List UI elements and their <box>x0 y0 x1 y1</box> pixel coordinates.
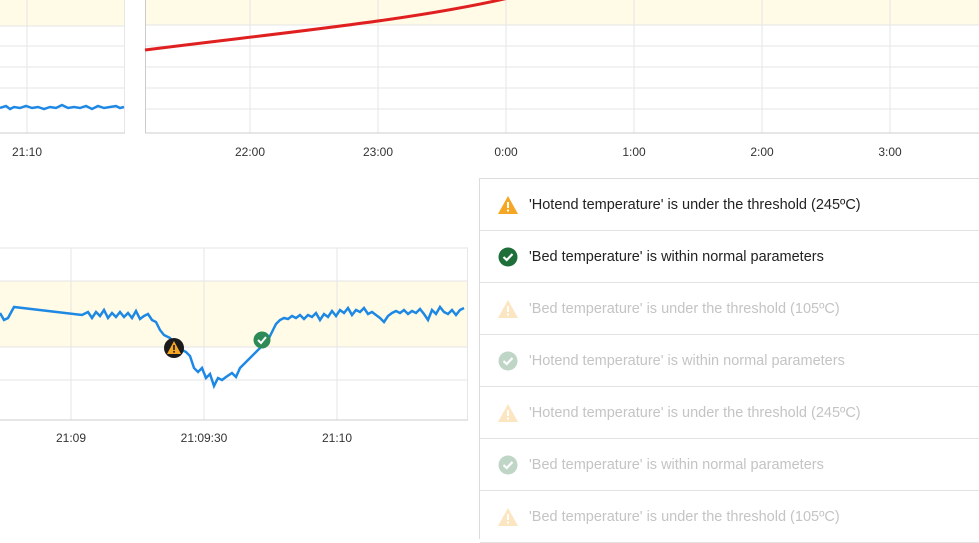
alert-item[interactable]: 'Hotend temperature' is within normal pa… <box>480 335 979 387</box>
alert-text: 'Hotend temperature' is under the thresh… <box>529 196 861 213</box>
alert-text: 'Bed temperature' is under the threshold… <box>529 300 840 317</box>
x-tick: 22:00 <box>234 145 266 159</box>
check-circle-icon <box>497 454 519 476</box>
bottom-chart: 21:09 21:09:30 21:10 <box>0 240 470 460</box>
top-left-chart: 21:10 <box>0 0 125 170</box>
x-tick: 21:10 <box>11 145 43 159</box>
x-tick: 21:09 <box>55 431 87 445</box>
alert-text: 'Hotend temperature' is under the thresh… <box>529 404 861 421</box>
alert-item[interactable]: 'Bed temperature' is under the threshold… <box>480 283 979 335</box>
alert-text: 'Bed temperature' is within normal param… <box>529 456 824 473</box>
alert-item[interactable]: 'Hotend temperature' is under the thresh… <box>480 179 979 231</box>
top-left-series-line <box>0 103 125 111</box>
check-circle-icon <box>497 350 519 372</box>
alert-text: 'Bed temperature' is under the threshold… <box>529 508 840 525</box>
alert-item[interactable]: 'Bed temperature' is within normal param… <box>480 439 979 491</box>
alert-item[interactable]: 'Bed temperature' is within normal param… <box>480 231 979 283</box>
x-tick: 21:10 <box>321 431 353 445</box>
x-tick: 2:00 <box>750 145 774 159</box>
warning-marker[interactable] <box>164 338 184 358</box>
alerts-list: 'Hotend temperature' is under the thresh… <box>479 178 979 543</box>
x-tick: 3:00 <box>878 145 902 159</box>
alert-text: 'Bed temperature' is within normal param… <box>529 248 824 265</box>
alert-item[interactable]: 'Bed temperature' is under the threshold… <box>480 491 979 543</box>
warning-icon <box>497 402 519 424</box>
x-tick: 0:00 <box>494 145 518 159</box>
check-marker[interactable] <box>253 331 271 349</box>
top-right-chart: 22:00 23:00 0:00 1:00 2:00 3:00 <box>137 0 979 170</box>
warning-icon <box>497 298 519 320</box>
x-tick: 1:00 <box>622 145 646 159</box>
alert-text: 'Hotend temperature' is within normal pa… <box>529 352 845 369</box>
warning-icon <box>497 194 519 216</box>
top-right-series-line <box>144 0 507 52</box>
warning-icon <box>497 506 519 528</box>
x-tick: 21:09:30 <box>180 431 228 445</box>
alert-item[interactable]: 'Hotend temperature' is under the thresh… <box>480 387 979 439</box>
x-tick: 23:00 <box>362 145 394 159</box>
bottom-series-line <box>0 304 465 390</box>
check-circle-icon <box>497 246 519 268</box>
